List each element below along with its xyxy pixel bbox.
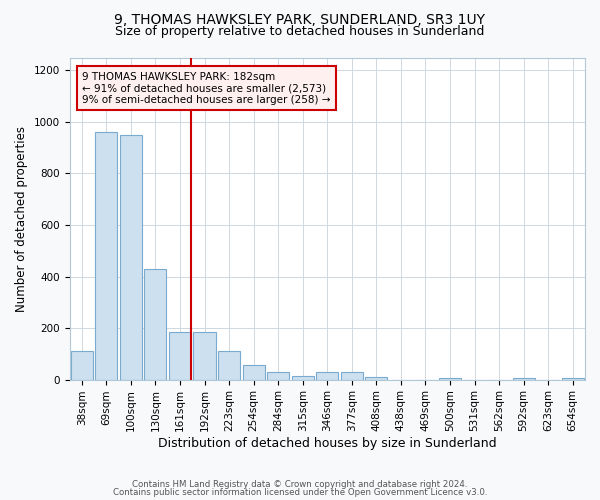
Bar bbox=[292, 376, 314, 380]
Y-axis label: Number of detached properties: Number of detached properties bbox=[15, 126, 28, 312]
Bar bbox=[71, 352, 93, 380]
Bar bbox=[120, 135, 142, 380]
Text: 9, THOMAS HAWKSLEY PARK, SUNDERLAND, SR3 1UY: 9, THOMAS HAWKSLEY PARK, SUNDERLAND, SR3… bbox=[115, 12, 485, 26]
Bar bbox=[169, 332, 191, 380]
Text: Contains public sector information licensed under the Open Government Licence v3: Contains public sector information licen… bbox=[113, 488, 487, 497]
Bar bbox=[95, 132, 118, 380]
Bar bbox=[341, 372, 363, 380]
Text: Size of property relative to detached houses in Sunderland: Size of property relative to detached ho… bbox=[115, 25, 485, 38]
Bar bbox=[242, 366, 265, 380]
Text: Contains HM Land Registry data © Crown copyright and database right 2024.: Contains HM Land Registry data © Crown c… bbox=[132, 480, 468, 489]
X-axis label: Distribution of detached houses by size in Sunderland: Distribution of detached houses by size … bbox=[158, 437, 497, 450]
Text: 9 THOMAS HAWKSLEY PARK: 182sqm
← 91% of detached houses are smaller (2,573)
9% o: 9 THOMAS HAWKSLEY PARK: 182sqm ← 91% of … bbox=[82, 72, 331, 105]
Bar bbox=[218, 352, 240, 380]
Bar bbox=[512, 378, 535, 380]
Bar bbox=[562, 378, 584, 380]
Bar bbox=[145, 269, 166, 380]
Bar bbox=[439, 378, 461, 380]
Bar bbox=[193, 332, 215, 380]
Bar bbox=[316, 372, 338, 380]
Bar bbox=[365, 377, 388, 380]
Bar bbox=[267, 372, 289, 380]
